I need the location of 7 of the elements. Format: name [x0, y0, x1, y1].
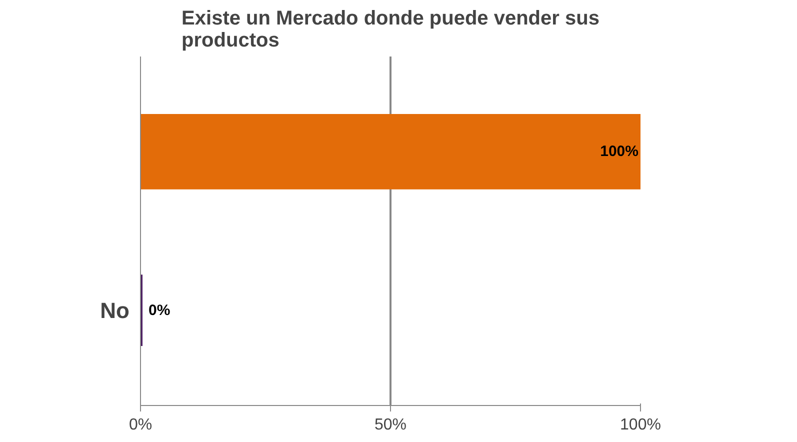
data-label: 0%: [148, 302, 170, 319]
chart-title: Existe un Mercado donde puede vender sus productos: [182, 8, 600, 52]
data-label: 100%: [600, 143, 639, 160]
x-tick-label: 0%: [128, 416, 152, 434]
x-tick-label: 50%: [374, 416, 407, 434]
y-tick-label: No: [100, 298, 130, 323]
x-tick-label: 100%: [620, 416, 661, 434]
